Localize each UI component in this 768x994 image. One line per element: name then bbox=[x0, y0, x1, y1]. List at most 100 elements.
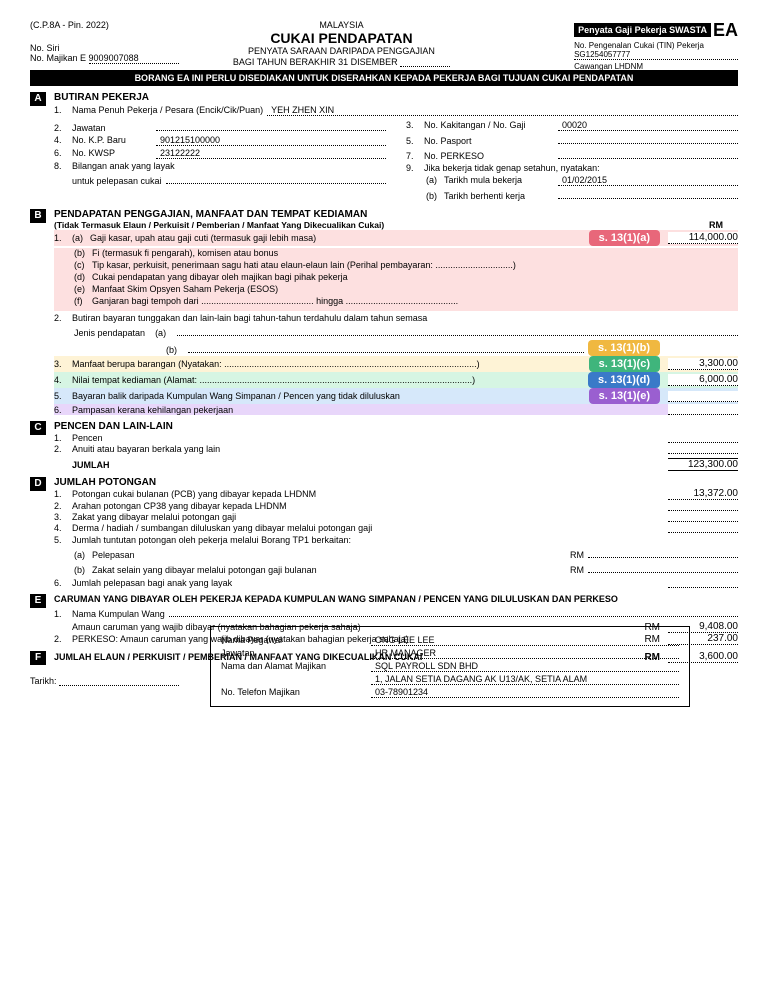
section-c: C PENCEN DAN LAIN-LAIN 1.Pencen 2.Anuiti… bbox=[30, 421, 738, 471]
a1-value: YEH ZHEN XIN bbox=[267, 105, 738, 116]
tin-value: SG1254057777 bbox=[574, 50, 738, 60]
b4-label: Nilai tempat kediaman (Alamat: .........… bbox=[72, 375, 475, 385]
d5a-value bbox=[588, 547, 738, 558]
a4-value: 901215100000 bbox=[156, 135, 386, 146]
d5b-value bbox=[588, 562, 738, 573]
b5-label: Bayaran balik daripada Kumpulan Wang Sim… bbox=[72, 391, 400, 401]
b1a-amount: 114,000.00 bbox=[668, 232, 738, 244]
form-code: (C.P.8A - Pin. 2022) bbox=[30, 20, 109, 30]
a4-label: No. K.P. Baru bbox=[72, 135, 152, 145]
section-b-title: PENDAPATAN PENGGAJIAN, MANFAAT DAN TEMPA… bbox=[54, 209, 738, 220]
d3-amount bbox=[668, 511, 738, 522]
sig-jawatan-value: HR MANAGER bbox=[371, 648, 679, 659]
d1-amount: 13,372.00 bbox=[668, 488, 738, 500]
a3-label: No. Kakitangan / No. Gaji bbox=[424, 120, 554, 130]
tarikh-label: Tarikh: bbox=[30, 676, 57, 686]
b1f-label: Ganjaran bagi tempoh dari ..............… bbox=[92, 296, 458, 306]
e1b-rm: RM bbox=[644, 622, 660, 633]
a7-value bbox=[558, 148, 738, 159]
rm-header: RM bbox=[653, 220, 723, 230]
sig-alamat-value: 1, JALAN SETIA DAGANG AK U13/AK, SETIA A… bbox=[371, 674, 679, 685]
d2-label: Arahan potongan CP38 yang dibayar kepada… bbox=[72, 501, 287, 511]
c1-amount bbox=[668, 432, 738, 443]
b1b-label: Fi (termasuk fi pengarah), komisen atau … bbox=[92, 248, 278, 258]
swasta-badge: Penyata Gaji Pekerja SWASTA bbox=[574, 23, 711, 37]
d5a-label: Pelepasan bbox=[92, 550, 135, 560]
d6-label: Jumlah pelepasan bagi anak yang layak bbox=[72, 578, 232, 588]
no-majikan-label: No. Majikan E bbox=[30, 53, 86, 63]
a8-label: Bilangan anak yang layak bbox=[72, 161, 175, 171]
section-f-box: F bbox=[30, 651, 46, 665]
a9b-label: Tarikh berhenti kerja bbox=[444, 191, 554, 201]
a5-label: No. Pasport bbox=[424, 136, 554, 146]
d5b-rm: RM bbox=[570, 565, 584, 575]
section-d-title: JUMLAH POTONGAN bbox=[54, 477, 738, 488]
b2b-value bbox=[188, 342, 584, 353]
section-b-note: (Tidak Termasuk Elaun / Perkuisit / Pemb… bbox=[54, 220, 563, 230]
section-b-box: B bbox=[30, 209, 46, 223]
a6-value: 23122222 bbox=[156, 148, 386, 159]
a9b-value bbox=[558, 188, 738, 199]
sig-nama-value: ONG LEE LEE bbox=[371, 635, 679, 646]
b2-jenis: Jenis pendapatan bbox=[74, 328, 145, 338]
b1c-label: Tip kasar, perkuisit, penerimaan sagu ha… bbox=[92, 260, 516, 270]
tag-13-1-b: s. 13(1)(b) bbox=[588, 340, 660, 356]
a8-value bbox=[166, 173, 386, 184]
b1a-label: Gaji kasar, upah atau gaji cuti (termasu… bbox=[90, 233, 316, 243]
d4-amount bbox=[668, 522, 738, 533]
tin-label: No. Pengenalan Cukai (TIN) Pekerja bbox=[574, 41, 738, 50]
c1-label: Pencen bbox=[72, 433, 103, 443]
d3-label: Zakat yang dibayar melalui potongan gaji bbox=[72, 512, 236, 522]
c-jumlah-amount: 123,300.00 bbox=[668, 458, 738, 471]
e1-label: Nama Kumpulan Wang bbox=[72, 609, 165, 619]
a6-label: No. KWSP bbox=[72, 148, 152, 158]
a5-value bbox=[558, 133, 738, 144]
b6-amount bbox=[668, 404, 738, 415]
d5-label: Jumlah tuntutan potongan oleh pekerja me… bbox=[72, 535, 351, 545]
a1-label: Nama Penuh Pekerja / Pesara (Encik/Cik/P… bbox=[72, 105, 263, 115]
section-a-box: A bbox=[30, 92, 46, 106]
section-c-title: PENCEN DAN LAIN-LAIN bbox=[54, 421, 738, 432]
cawangan-label: Cawangan LHDNM bbox=[574, 62, 643, 71]
a2-label: Jawatan bbox=[72, 123, 152, 133]
tag-13-1-e: s. 13(1)(e) bbox=[589, 388, 660, 404]
sig-tel-label: No. Telefon Majikan bbox=[221, 687, 371, 698]
a3-value: 00020 bbox=[558, 120, 738, 131]
section-d-box: D bbox=[30, 477, 46, 491]
b3-label: Manfaat berupa barangan (Nyatakan: .....… bbox=[72, 359, 480, 369]
sig-jawatan-label: Jawatan bbox=[221, 648, 371, 659]
tag-13-1-a: s. 13(1)(a) bbox=[589, 230, 660, 246]
section-a-title: BUTIRAN PEKERJA bbox=[54, 92, 738, 103]
d6-amount bbox=[668, 577, 738, 588]
e1-value bbox=[169, 606, 738, 617]
section-a: A BUTIRAN PEKERJA 1.Nama Penuh Pekerja /… bbox=[30, 92, 738, 203]
c-jumlah-label: JUMLAH bbox=[72, 460, 110, 470]
section-e-box: E bbox=[30, 594, 46, 608]
sig-majikan-value: SQL PAYROLL SDN BHD bbox=[371, 661, 679, 672]
a7-label: No. PERKESO bbox=[424, 151, 554, 161]
a9a-value: 01/02/2015 bbox=[558, 175, 738, 186]
tag-13-1-d: s. 13(1)(d) bbox=[588, 372, 660, 388]
b6-label: Pampasan kerana kehilangan pekerjaan bbox=[72, 405, 233, 415]
b1d-label: Cukai pendapatan yang dibayar oleh majik… bbox=[92, 272, 348, 282]
no-siri-label: No. Siri bbox=[30, 43, 230, 53]
b2a-value bbox=[177, 325, 738, 336]
d4-label: Derma / hadiah / sumbangan diluluskan ya… bbox=[72, 523, 372, 533]
d2-amount bbox=[668, 500, 738, 511]
e1b-label: Amaun caruman yang wajib dibayar (nyatak… bbox=[72, 622, 361, 632]
country: MALAYSIA bbox=[109, 20, 574, 30]
b5-amount bbox=[668, 391, 738, 402]
a9a-label: Tarikh mula bekerja bbox=[444, 175, 554, 185]
no-majikan: 9009007088 bbox=[89, 53, 179, 64]
header-right: Penyata Gaji Pekerja SWASTAEA No. Pengen… bbox=[574, 20, 738, 71]
b3-amount: 3,300.00 bbox=[668, 358, 738, 370]
tag-13-1-c: s. 13(1)(c) bbox=[589, 356, 660, 372]
section-d: D JUMLAH POTONGAN 1.Potongan cukai bulan… bbox=[30, 477, 738, 588]
tarikh-value bbox=[59, 675, 179, 686]
e1b-amount: 9,408.00 bbox=[668, 621, 738, 633]
section-e-title: CARUMAN YANG DIBAYAR OLEH PEKERJA KEPADA… bbox=[54, 594, 738, 604]
sig-nama-label: Nama Pegawai bbox=[221, 635, 371, 646]
section-c-box: C bbox=[30, 421, 46, 435]
c2-amount bbox=[668, 443, 738, 454]
b4-amount: 6,000.00 bbox=[668, 374, 738, 386]
